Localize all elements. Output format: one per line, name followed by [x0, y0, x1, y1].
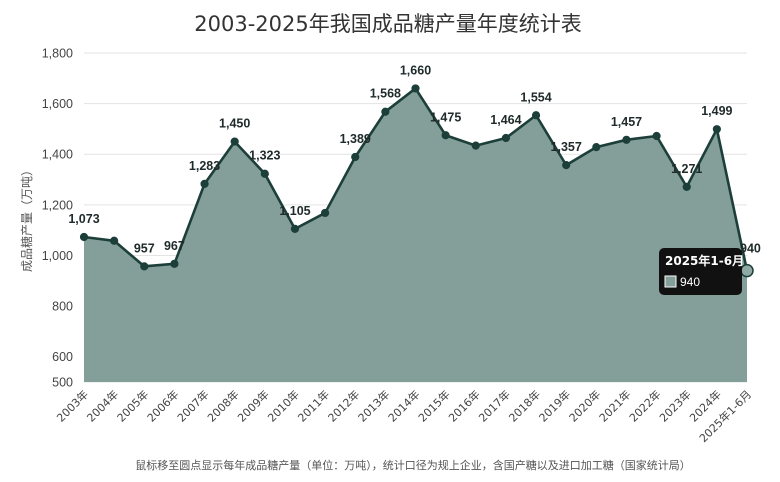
y-tick-label: 1,800	[42, 47, 73, 61]
data-point[interactable]	[501, 133, 511, 143]
y-tick-label: 800	[52, 300, 73, 314]
data-label: 1,475	[430, 110, 461, 124]
footnote: 鼠标移至圆点显示每年成品糖产量（单位：万吨），统计口径为规上企业，含国产糖以及进…	[135, 458, 691, 472]
y-tick-label: 500	[52, 376, 73, 390]
data-point[interactable]	[140, 262, 149, 271]
data-point[interactable]	[562, 161, 571, 170]
x-tick-label: 2018年	[506, 387, 543, 424]
data-label: 1,457	[611, 115, 642, 129]
y-axis-label: 成品糖产量（万吨）	[19, 164, 34, 272]
data-label: 1,499	[701, 104, 732, 118]
data-label: 1,389	[340, 132, 371, 146]
y-tick-label: 1,600	[42, 97, 73, 111]
data-label: 1,464	[490, 113, 521, 127]
tooltip-value: 940	[680, 275, 700, 289]
x-tick-label: 2023年	[656, 387, 693, 424]
data-label: 1,660	[400, 63, 431, 77]
data-point[interactable]	[79, 232, 89, 242]
data-point[interactable]	[652, 131, 661, 141]
x-tick-label: 2021年	[596, 387, 633, 424]
data-point[interactable]	[351, 152, 360, 162]
tooltip-swatch	[664, 275, 677, 288]
x-tick-label: 2009年	[234, 387, 271, 424]
x-tick-label: 2011年	[295, 387, 332, 424]
data-point[interactable]	[712, 125, 721, 134]
tooltip-title: 2025年1-6月	[665, 253, 744, 268]
y-axis: 500 600 800 1,000 1,200 1,400 1,600 1,800	[42, 47, 73, 390]
data-point[interactable]	[320, 208, 330, 218]
x-tick-label: 2003年	[54, 387, 91, 424]
x-tick-label: 2022年	[626, 387, 663, 424]
tooltip-background	[659, 248, 742, 295]
data-point[interactable]	[170, 259, 179, 268]
y-tick-label: 1,200	[42, 198, 73, 212]
y-tick-label: 600	[52, 350, 73, 364]
data-labels: 1,073 957 967 1,283 1,450 1,323 1,105 1,389 1,56…	[68, 63, 761, 255]
tooltip: 2025年1-6月 940	[659, 248, 744, 295]
data-label: 940	[740, 242, 761, 256]
data-label: 1,283	[189, 159, 220, 173]
x-tick-label: 2008年	[204, 387, 241, 424]
x-tick-label: 2019年	[536, 387, 573, 424]
x-tick-label: 2013年	[355, 387, 392, 424]
area-fill	[84, 88, 747, 382]
data-label: 1,073	[68, 212, 99, 226]
x-tick-label: 2012年	[325, 387, 362, 424]
data-label: 1,323	[249, 149, 280, 163]
data-point[interactable]	[200, 179, 209, 188]
x-axis: 2003年2004年2005年2006年2007年2008年2009年2010年…	[54, 387, 754, 445]
data-label: 1,450	[219, 117, 250, 131]
data-point[interactable]	[290, 224, 300, 233]
data-point[interactable]	[230, 137, 239, 146]
data-label: 1,554	[520, 90, 551, 104]
data-points	[79, 84, 754, 278]
x-tick-label: 2007年	[174, 387, 211, 424]
x-tick-label: 2020年	[566, 387, 603, 424]
x-tick-label: 2015年	[415, 387, 452, 424]
data-point[interactable]	[411, 84, 420, 93]
x-tick-label: 2010年	[265, 387, 302, 424]
data-label: 957	[134, 241, 155, 255]
y-tick-label: 1,000	[42, 249, 73, 263]
data-point[interactable]	[622, 135, 631, 144]
data-point[interactable]	[260, 169, 269, 178]
data-label: 1,357	[551, 140, 582, 154]
data-point[interactable]	[682, 182, 691, 191]
data-label: 1,105	[279, 204, 310, 218]
x-tick-label: 2004年	[84, 387, 121, 424]
x-tick-label: 2014年	[385, 387, 422, 424]
data-point[interactable]	[441, 131, 450, 140]
data-label: 1,568	[370, 87, 401, 101]
y-tick-label: 1,400	[42, 148, 73, 162]
data-point[interactable]	[471, 141, 480, 150]
data-point[interactable]	[531, 111, 541, 120]
x-tick-label: 2016年	[445, 387, 482, 424]
chart-title: 2003-2025年我国成品糖产量年度统计表	[194, 12, 581, 36]
x-tick-label: 2006年	[144, 387, 181, 424]
data-label: 967	[164, 239, 185, 253]
data-point[interactable]	[592, 143, 601, 152]
data-point[interactable]	[110, 236, 119, 245]
x-tick-label: 2005年	[114, 387, 151, 424]
data-label: 1,271	[671, 162, 702, 176]
x-tick-label: 2017年	[476, 387, 513, 424]
data-point[interactable]	[381, 107, 390, 116]
